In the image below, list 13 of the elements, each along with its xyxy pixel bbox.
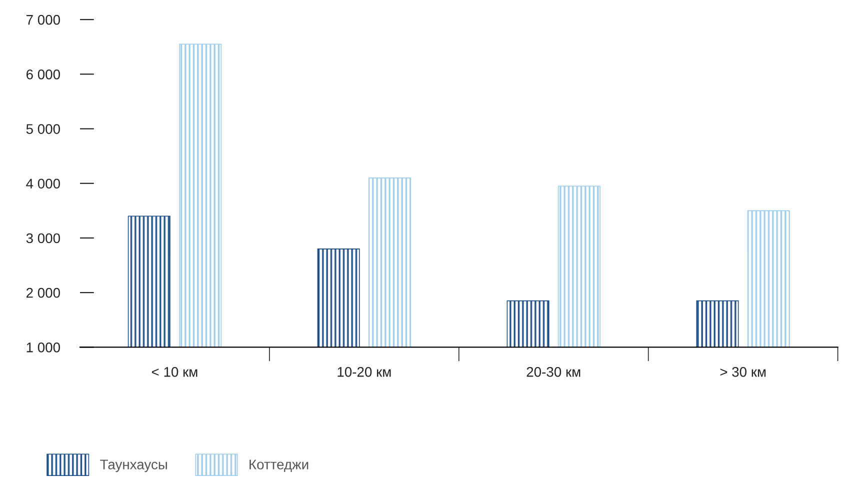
y-tick-label: 3 000 <box>26 233 60 244</box>
x-tick-label: > 30 км <box>720 367 766 377</box>
y-tick-label: 7 000 <box>26 14 60 25</box>
legend-label: Коттеджи <box>250 460 308 472</box>
y-tick-label: 5 000 <box>26 124 60 134</box>
y-tick-label: 2 000 <box>26 288 60 298</box>
legend-label: Таунхаусы <box>100 460 167 472</box>
x-tick-label: 20-30 км <box>526 367 580 377</box>
y-tick-label: 4 000 <box>26 178 60 189</box>
x-tick-label: < 10 км <box>152 367 198 377</box>
y-tick-label: 1 000 <box>26 342 60 352</box>
y-tick-label: 6 000 <box>26 70 60 80</box>
x-tick-label: 10-20 км <box>338 367 391 377</box>
